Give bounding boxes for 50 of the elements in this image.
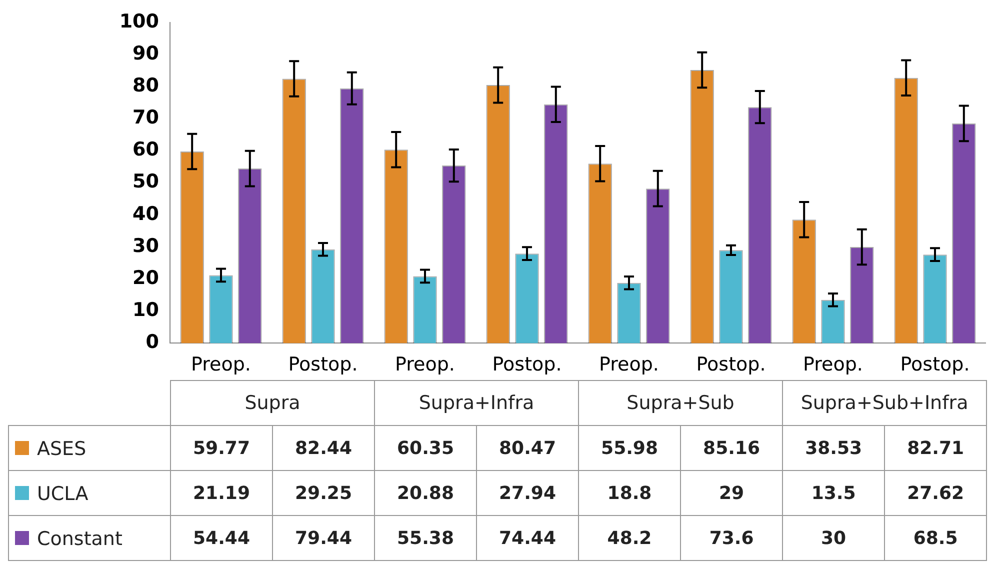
data-label: 60.35 <box>374 426 476 470</box>
text: Supra+Sub+Infra <box>782 380 987 426</box>
data-label: 80.47 <box>476 426 579 470</box>
data-label: 30 <box>782 516 885 560</box>
y-tick-label: 10 <box>132 299 159 322</box>
x-tick-label: Postop. <box>492 354 562 376</box>
y-tick-label: 60 <box>132 138 159 161</box>
data-label: 18.8 <box>578 470 681 516</box>
y-tick-label: 100 <box>119 10 159 32</box>
data-label: 21.19 <box>170 470 272 516</box>
x-tick-label: Preop. <box>803 354 863 376</box>
data-label: 20.88 <box>374 470 476 516</box>
data-label: 27.62 <box>884 470 987 516</box>
x-tick-label: Postop. <box>696 354 766 376</box>
legend-label: UCLA <box>37 482 88 504</box>
x-tick-label: Preop. <box>191 354 251 376</box>
text: Supra+Sub <box>578 380 783 426</box>
legend-label: Constant <box>37 527 122 550</box>
data-label: 68.5 <box>884 516 987 560</box>
y-tick-label: 90 <box>132 42 159 64</box>
data-label: 38.53 <box>782 426 885 470</box>
legend-label: ASES <box>37 437 86 460</box>
data-label: 82.44 <box>272 426 374 470</box>
y-tick-label: 70 <box>132 106 159 129</box>
text: Supra <box>170 380 374 426</box>
y-tick-label: 30 <box>132 234 159 257</box>
data-label: 74.44 <box>476 516 579 560</box>
text: Supra+Infra <box>374 380 579 426</box>
data-label: 54.44 <box>170 516 272 560</box>
data-label: 82.71 <box>884 426 987 470</box>
data-label: 48.2 <box>578 516 681 560</box>
data-label: 55.38 <box>374 516 476 560</box>
data-label: 79.44 <box>272 516 374 560</box>
data-label: 29.25 <box>272 470 374 516</box>
data-label: 29 <box>680 470 783 516</box>
data-label: 85.16 <box>680 426 783 470</box>
y-tick-label: 80 <box>132 74 159 96</box>
x-tick-label: Preop. <box>599 354 659 376</box>
x-tick-label: Postop. <box>288 354 358 376</box>
data-label: 27.94 <box>476 470 579 516</box>
y-tick-label: 50 <box>132 170 159 193</box>
x-tick-label: Postop. <box>900 354 970 376</box>
data-label: 59.77 <box>170 426 272 470</box>
x-tick-label: Preop. <box>395 354 455 376</box>
data-label: 55.98 <box>578 426 681 470</box>
y-tick-label: 40 <box>132 202 159 225</box>
data-label: 73.6 <box>680 516 783 560</box>
y-tick-label: 20 <box>132 266 159 289</box>
y-tick-label: 0 <box>146 331 159 354</box>
data-label: 13.5 <box>782 470 885 516</box>
